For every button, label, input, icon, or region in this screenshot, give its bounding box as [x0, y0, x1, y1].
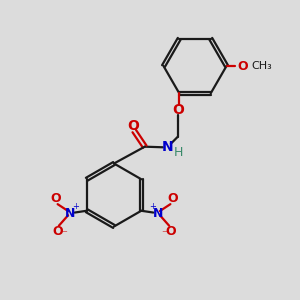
Text: +: + [149, 202, 156, 211]
Text: O: O [167, 192, 178, 205]
Text: N: N [65, 207, 75, 220]
Text: ⁻: ⁻ [161, 230, 167, 240]
Text: +: + [72, 202, 79, 211]
Text: O: O [172, 103, 184, 117]
Text: O: O [237, 59, 247, 73]
Text: O: O [127, 119, 139, 133]
Text: CH₃: CH₃ [251, 61, 272, 71]
Text: N: N [161, 140, 173, 154]
Text: O: O [165, 225, 176, 238]
Text: O: O [52, 225, 63, 238]
Text: N: N [153, 207, 163, 220]
Text: O: O [50, 192, 61, 205]
Text: H: H [174, 146, 183, 159]
Text: ⁻: ⁻ [61, 230, 67, 240]
